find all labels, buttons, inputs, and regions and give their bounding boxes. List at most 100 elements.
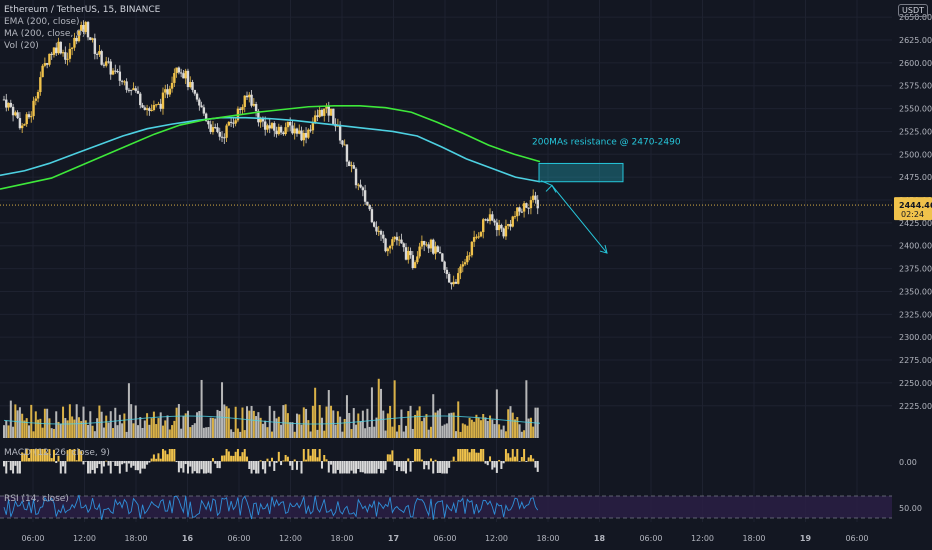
macd-bar xyxy=(429,458,432,462)
volume-bar xyxy=(252,410,255,438)
candle-body xyxy=(129,89,133,91)
volume-bar xyxy=(516,417,519,438)
volume-bar xyxy=(448,413,451,438)
macd-bar xyxy=(375,461,378,474)
macd-bar xyxy=(39,449,42,462)
volume-bar xyxy=(82,406,85,438)
candle-body xyxy=(288,122,292,126)
candle-body xyxy=(225,125,228,138)
legend-vol[interactable]: Vol (20) xyxy=(4,41,39,51)
macd-bar xyxy=(502,461,505,464)
rsi-label[interactable]: RSI (14, close) xyxy=(4,494,69,504)
volume-bar xyxy=(87,424,90,438)
volume-bar xyxy=(271,431,273,438)
candle-body xyxy=(18,118,22,129)
macd-bar xyxy=(386,454,389,462)
resistance-annotation[interactable]: 200MAs resistance @ 2470-2490 xyxy=(532,137,681,254)
ma-200-line xyxy=(0,105,541,190)
candle-body xyxy=(475,236,478,238)
candle-body xyxy=(84,22,87,32)
volume-bar xyxy=(205,427,208,438)
volume-bar xyxy=(96,418,99,438)
candle-body xyxy=(68,48,72,59)
candle-body xyxy=(268,125,271,129)
macd-bar xyxy=(366,461,369,474)
volume-bar xyxy=(457,401,460,438)
macd-bar xyxy=(418,449,421,462)
candle-body xyxy=(55,47,58,54)
macd-bar xyxy=(359,461,362,473)
macd-bar xyxy=(89,461,92,474)
candle-body xyxy=(400,239,403,244)
candle-body xyxy=(313,115,317,123)
macd-bar xyxy=(48,449,51,462)
volume-bar xyxy=(257,412,260,438)
candle-body xyxy=(248,94,251,98)
candle-body xyxy=(263,121,267,130)
macd-bar xyxy=(157,453,160,462)
macd-bar xyxy=(293,459,296,462)
macd-bar xyxy=(532,458,535,462)
macd-label[interactable]: MACD (12, 26, close, 9) xyxy=(4,448,110,458)
macd-bar xyxy=(348,461,351,474)
candle-body xyxy=(295,128,299,134)
volume-bar xyxy=(380,388,383,438)
volume-bar xyxy=(209,417,212,438)
candle-body xyxy=(388,245,392,249)
volume-bar xyxy=(255,416,258,438)
legend-ema[interactable]: EMA (200, close) xyxy=(4,17,80,27)
volume-bar xyxy=(339,416,342,438)
volume-bar xyxy=(377,378,380,438)
macd-bar xyxy=(248,461,251,469)
volume-bar xyxy=(464,424,467,438)
candle-body xyxy=(161,92,165,109)
macd-bar xyxy=(66,450,69,462)
candle-body xyxy=(509,224,512,227)
candle-body xyxy=(189,82,192,88)
volume-bar xyxy=(502,425,505,438)
candle-body xyxy=(291,125,294,134)
candle-body xyxy=(134,88,137,91)
legend-ma[interactable]: MA (200, close, 0) xyxy=(4,29,86,39)
macd-bar xyxy=(427,461,430,470)
time-tick-label: 18:00 xyxy=(536,534,559,543)
volume-bar xyxy=(407,411,410,438)
macd-bar xyxy=(271,457,273,462)
macd-bar xyxy=(343,461,346,474)
macd-bar xyxy=(146,461,149,465)
candle-body xyxy=(316,115,319,117)
macd-bar xyxy=(298,461,301,462)
macd-bar xyxy=(130,461,133,468)
macd-bar xyxy=(516,449,519,462)
volume-bar xyxy=(25,418,28,438)
candle-body xyxy=(204,113,208,122)
time-axis[interactable]: 06:00 12:00 18:00 16 06:00 12:00 18:00 17 06:00 1… xyxy=(0,525,932,550)
candle-body xyxy=(429,239,433,249)
macd-bar xyxy=(277,451,280,462)
macd-bar xyxy=(239,456,242,462)
macd-bar xyxy=(339,461,342,474)
candle-body xyxy=(111,70,115,75)
volume-bar xyxy=(284,404,287,438)
price-axis[interactable]: 2650.00 2625.00 2600.00 2575.00 2550.00 2525.… xyxy=(892,0,932,550)
macd-bar xyxy=(143,461,146,469)
candle-body xyxy=(61,52,65,54)
volume-bar xyxy=(523,430,526,438)
volume-bar xyxy=(114,407,117,438)
volume-bar xyxy=(200,379,203,438)
volume-bar xyxy=(62,406,65,438)
candle-body xyxy=(425,244,428,246)
macd-bar xyxy=(316,457,319,462)
currency-badge[interactable]: USDT xyxy=(898,4,928,17)
price-tick-label: 2275.00 xyxy=(899,356,932,365)
volume-bar xyxy=(218,410,221,438)
candle-body xyxy=(239,108,242,110)
volume-bar xyxy=(202,427,205,438)
candle-body xyxy=(229,121,233,123)
macd-bar xyxy=(236,449,239,462)
macd-bar xyxy=(161,449,164,462)
candle-body xyxy=(345,144,349,162)
current-price-tag xyxy=(894,197,932,221)
candle-body xyxy=(418,246,421,257)
